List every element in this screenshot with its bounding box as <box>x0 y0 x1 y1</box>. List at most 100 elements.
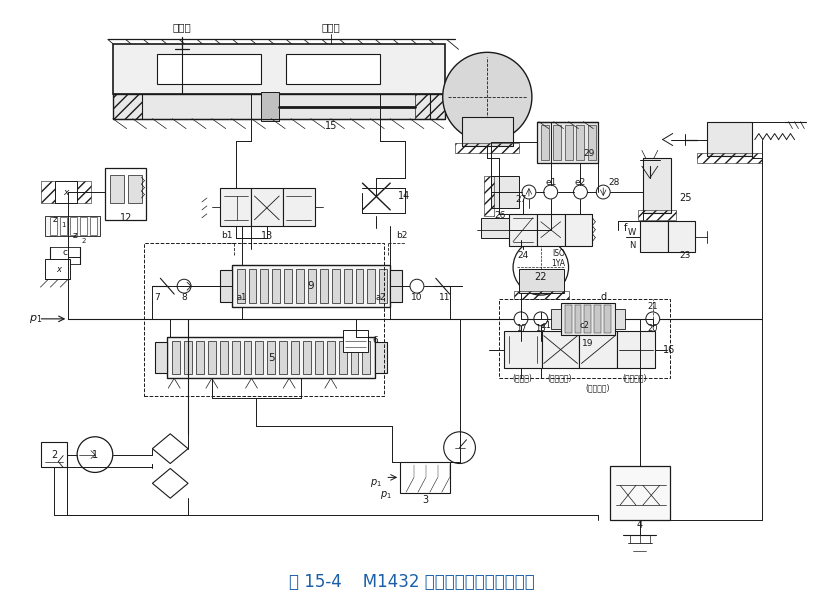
Bar <box>561 303 615 334</box>
Text: 3: 3 <box>422 495 428 505</box>
Bar <box>320 270 328 303</box>
Bar <box>50 246 80 265</box>
Bar <box>604 305 611 333</box>
Bar <box>113 94 143 119</box>
Bar <box>110 175 124 203</box>
Text: 19: 19 <box>582 339 593 348</box>
Text: W: W <box>628 228 636 237</box>
Text: 16: 16 <box>662 345 675 354</box>
Text: 排气阀: 排气阀 <box>172 22 191 33</box>
Bar <box>356 270 364 303</box>
Text: 7: 7 <box>154 293 160 302</box>
Bar <box>564 124 573 160</box>
Text: 13: 13 <box>262 231 273 240</box>
Circle shape <box>646 312 660 326</box>
Bar <box>499 299 670 378</box>
Bar <box>594 305 601 333</box>
Circle shape <box>177 279 191 293</box>
Bar <box>45 216 100 236</box>
Bar <box>219 188 252 226</box>
Text: a1: a1 <box>237 293 247 302</box>
Bar <box>579 331 617 368</box>
Bar <box>504 331 542 368</box>
Bar <box>553 124 561 160</box>
Bar <box>196 341 204 375</box>
Text: 1: 1 <box>92 450 98 459</box>
Bar <box>113 94 445 119</box>
Text: 23: 23 <box>680 251 691 260</box>
Bar <box>514 291 568 299</box>
Bar <box>219 270 232 302</box>
Bar <box>267 341 276 375</box>
Bar <box>390 270 402 302</box>
Bar <box>415 94 445 119</box>
Bar <box>367 270 375 303</box>
Text: 26: 26 <box>494 211 506 220</box>
Bar <box>219 341 228 375</box>
Bar <box>232 265 390 307</box>
Bar <box>41 181 55 203</box>
Text: 27: 27 <box>516 195 526 205</box>
Text: c: c <box>63 248 68 257</box>
Bar <box>564 305 572 333</box>
Bar <box>237 270 244 303</box>
Text: z: z <box>73 231 78 240</box>
Text: 14: 14 <box>398 191 410 201</box>
Bar <box>232 341 239 375</box>
Bar <box>272 270 280 303</box>
Text: b2: b2 <box>396 231 408 240</box>
Bar <box>638 210 676 220</box>
Text: x: x <box>64 188 68 197</box>
Text: $p_1$: $p_1$ <box>29 313 42 325</box>
Text: 2: 2 <box>81 237 86 243</box>
Text: 18: 18 <box>535 324 546 333</box>
Text: 12: 12 <box>120 213 132 223</box>
Bar <box>261 270 268 303</box>
Circle shape <box>544 185 558 199</box>
Text: 22: 22 <box>535 273 547 282</box>
Bar <box>537 214 564 246</box>
Bar <box>617 331 655 368</box>
Bar <box>542 331 579 368</box>
Bar <box>243 341 252 375</box>
Bar <box>291 341 299 375</box>
Text: 15: 15 <box>324 121 337 131</box>
Text: 20: 20 <box>648 324 658 333</box>
Circle shape <box>534 312 548 326</box>
Bar <box>509 214 537 246</box>
Text: 2: 2 <box>51 450 58 459</box>
Text: z: z <box>53 215 58 224</box>
Circle shape <box>596 185 610 199</box>
Text: 5: 5 <box>268 353 275 362</box>
Text: (无进给): (无进给) <box>512 374 532 383</box>
Bar <box>252 188 283 226</box>
Bar <box>640 221 667 253</box>
Bar <box>351 341 359 375</box>
Text: c2: c2 <box>579 321 589 330</box>
Bar <box>667 221 695 253</box>
Bar <box>296 270 304 303</box>
Circle shape <box>573 185 587 199</box>
Bar <box>60 217 67 235</box>
Bar <box>286 54 380 84</box>
Text: $p_1$: $p_1$ <box>370 477 382 489</box>
Bar <box>643 158 671 213</box>
Bar <box>279 341 287 375</box>
Bar <box>584 305 592 333</box>
Circle shape <box>514 312 528 326</box>
Text: 9: 9 <box>308 281 314 291</box>
Bar <box>50 217 57 235</box>
Text: 25: 25 <box>680 193 692 203</box>
Circle shape <box>513 240 568 295</box>
Bar <box>256 341 263 375</box>
Bar <box>55 181 77 203</box>
Bar <box>80 217 87 235</box>
Bar <box>707 121 752 157</box>
Bar <box>697 154 761 163</box>
Text: 4: 4 <box>637 520 643 530</box>
Text: (双向进给): (双向进给) <box>623 374 647 383</box>
Bar <box>284 270 292 303</box>
Bar <box>158 54 262 84</box>
Bar <box>342 330 369 351</box>
Text: f: f <box>625 223 628 232</box>
